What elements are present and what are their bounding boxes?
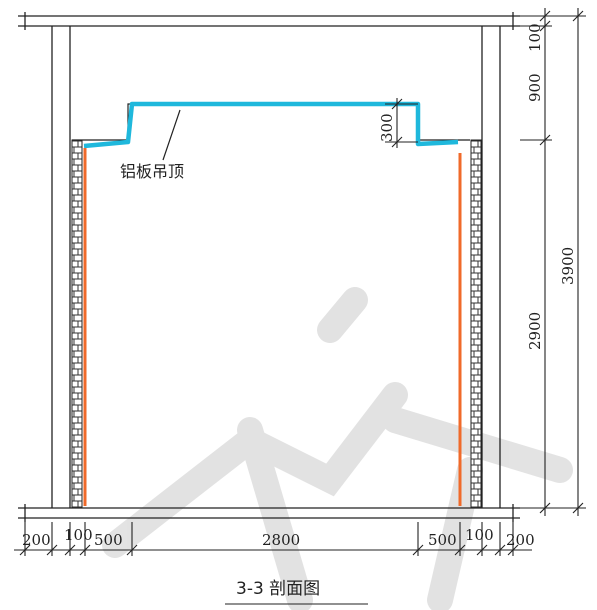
- dim-bottom-0: 200: [22, 531, 51, 549]
- aluminium-ceiling: [83, 101, 459, 149]
- dim-bottom-1: 100: [64, 526, 93, 544]
- dim-right-total: 3900: [559, 247, 577, 285]
- right-dimension-lines: [520, 8, 586, 516]
- floor-slab: [18, 504, 520, 522]
- dim-bottom-4: 500: [428, 531, 457, 549]
- dim-bottom-2: 500: [94, 531, 123, 549]
- dim-right-top: 100: [526, 23, 544, 52]
- drawing-caption: 3-3 剖面图: [236, 579, 320, 599]
- bottom-dimension-lines: [14, 522, 532, 556]
- ceiling-label: 铝板吊顶: [120, 162, 184, 181]
- dim-bottom-3: 2800: [262, 531, 300, 549]
- watermark: [102, 287, 573, 610]
- dim-bottom-6: 200: [506, 531, 535, 549]
- top-slab: [18, 12, 520, 30]
- left-wall: [51, 26, 71, 508]
- dim-right-middle: 900: [526, 73, 544, 102]
- right-brick-cladding: [470, 139, 482, 509]
- dim-right-bottom: 2900: [526, 312, 544, 350]
- dim-bottom-5: 100: [465, 526, 494, 544]
- drop-dimension: [385, 98, 418, 148]
- drop-dimension-text: 300: [378, 113, 396, 142]
- ceiling-leader: [162, 109, 181, 161]
- left-brick-cladding: [71, 139, 83, 509]
- right-wall: [481, 26, 501, 508]
